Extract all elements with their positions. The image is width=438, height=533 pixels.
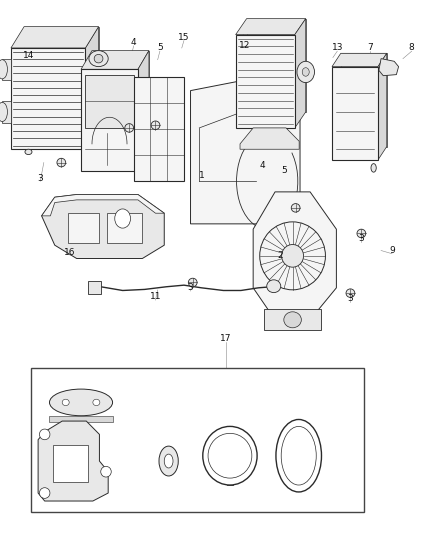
Ellipse shape: [115, 209, 131, 228]
Ellipse shape: [49, 389, 113, 416]
Polygon shape: [253, 192, 336, 320]
Text: 12: 12: [239, 41, 250, 50]
Ellipse shape: [89, 51, 108, 67]
Bar: [11, 48, 85, 149]
Bar: [107, 213, 142, 243]
Text: 3: 3: [347, 294, 353, 303]
Bar: [332, 67, 378, 160]
Polygon shape: [2, 101, 11, 123]
Ellipse shape: [267, 280, 281, 293]
Polygon shape: [379, 59, 399, 76]
Ellipse shape: [39, 429, 50, 440]
Ellipse shape: [159, 446, 178, 476]
Ellipse shape: [151, 121, 160, 130]
Text: 3: 3: [37, 174, 43, 182]
Text: 15: 15: [178, 33, 190, 42]
Text: 3: 3: [358, 235, 364, 243]
Text: 9: 9: [389, 246, 395, 255]
Text: 7: 7: [367, 44, 373, 52]
Polygon shape: [11, 27, 99, 48]
Polygon shape: [295, 19, 306, 128]
Polygon shape: [2, 59, 11, 80]
Ellipse shape: [0, 60, 7, 79]
Text: 4: 4: [131, 38, 136, 47]
Bar: [236, 35, 295, 128]
Ellipse shape: [101, 466, 111, 477]
Ellipse shape: [94, 54, 103, 63]
Text: 5: 5: [281, 166, 287, 175]
Text: 11: 11: [150, 293, 161, 301]
Polygon shape: [42, 195, 164, 216]
Polygon shape: [236, 19, 306, 35]
Ellipse shape: [284, 312, 301, 328]
Ellipse shape: [25, 149, 32, 155]
Ellipse shape: [164, 454, 173, 468]
Polygon shape: [341, 53, 387, 147]
Polygon shape: [24, 27, 99, 128]
Ellipse shape: [0, 102, 7, 122]
Polygon shape: [92, 51, 149, 152]
Bar: [264, 309, 321, 330]
Text: 14: 14: [23, 52, 34, 60]
Polygon shape: [240, 128, 299, 149]
Ellipse shape: [39, 488, 50, 498]
Ellipse shape: [208, 433, 252, 478]
Ellipse shape: [291, 204, 300, 212]
Ellipse shape: [57, 158, 66, 167]
Ellipse shape: [281, 426, 316, 485]
Polygon shape: [378, 53, 387, 160]
Ellipse shape: [297, 61, 314, 83]
Polygon shape: [85, 75, 134, 128]
Polygon shape: [138, 51, 149, 171]
Text: 4: 4: [260, 161, 265, 169]
Ellipse shape: [188, 278, 197, 287]
Text: 3: 3: [187, 284, 194, 292]
Text: 2: 2: [278, 252, 283, 260]
Bar: [134, 77, 184, 181]
Ellipse shape: [371, 164, 376, 172]
Polygon shape: [247, 19, 306, 112]
Bar: [68, 213, 99, 243]
Polygon shape: [38, 421, 108, 501]
Ellipse shape: [346, 289, 355, 297]
Polygon shape: [49, 416, 113, 422]
Text: 5: 5: [157, 44, 163, 52]
Text: 8: 8: [409, 44, 415, 52]
Polygon shape: [85, 27, 99, 149]
Ellipse shape: [357, 229, 366, 238]
Polygon shape: [191, 80, 300, 224]
Bar: [31, 368, 364, 512]
Polygon shape: [332, 53, 387, 67]
Polygon shape: [88, 281, 101, 294]
Ellipse shape: [62, 399, 69, 406]
Bar: [81, 69, 138, 171]
Polygon shape: [42, 195, 164, 259]
Text: 1: 1: [198, 172, 205, 180]
Ellipse shape: [125, 124, 134, 132]
Text: 16: 16: [64, 248, 76, 256]
Text: 13: 13: [332, 44, 343, 52]
Text: 17: 17: [220, 334, 231, 343]
Ellipse shape: [282, 245, 304, 267]
Ellipse shape: [302, 68, 309, 76]
Polygon shape: [81, 51, 149, 69]
Ellipse shape: [93, 399, 100, 406]
Polygon shape: [53, 445, 88, 482]
